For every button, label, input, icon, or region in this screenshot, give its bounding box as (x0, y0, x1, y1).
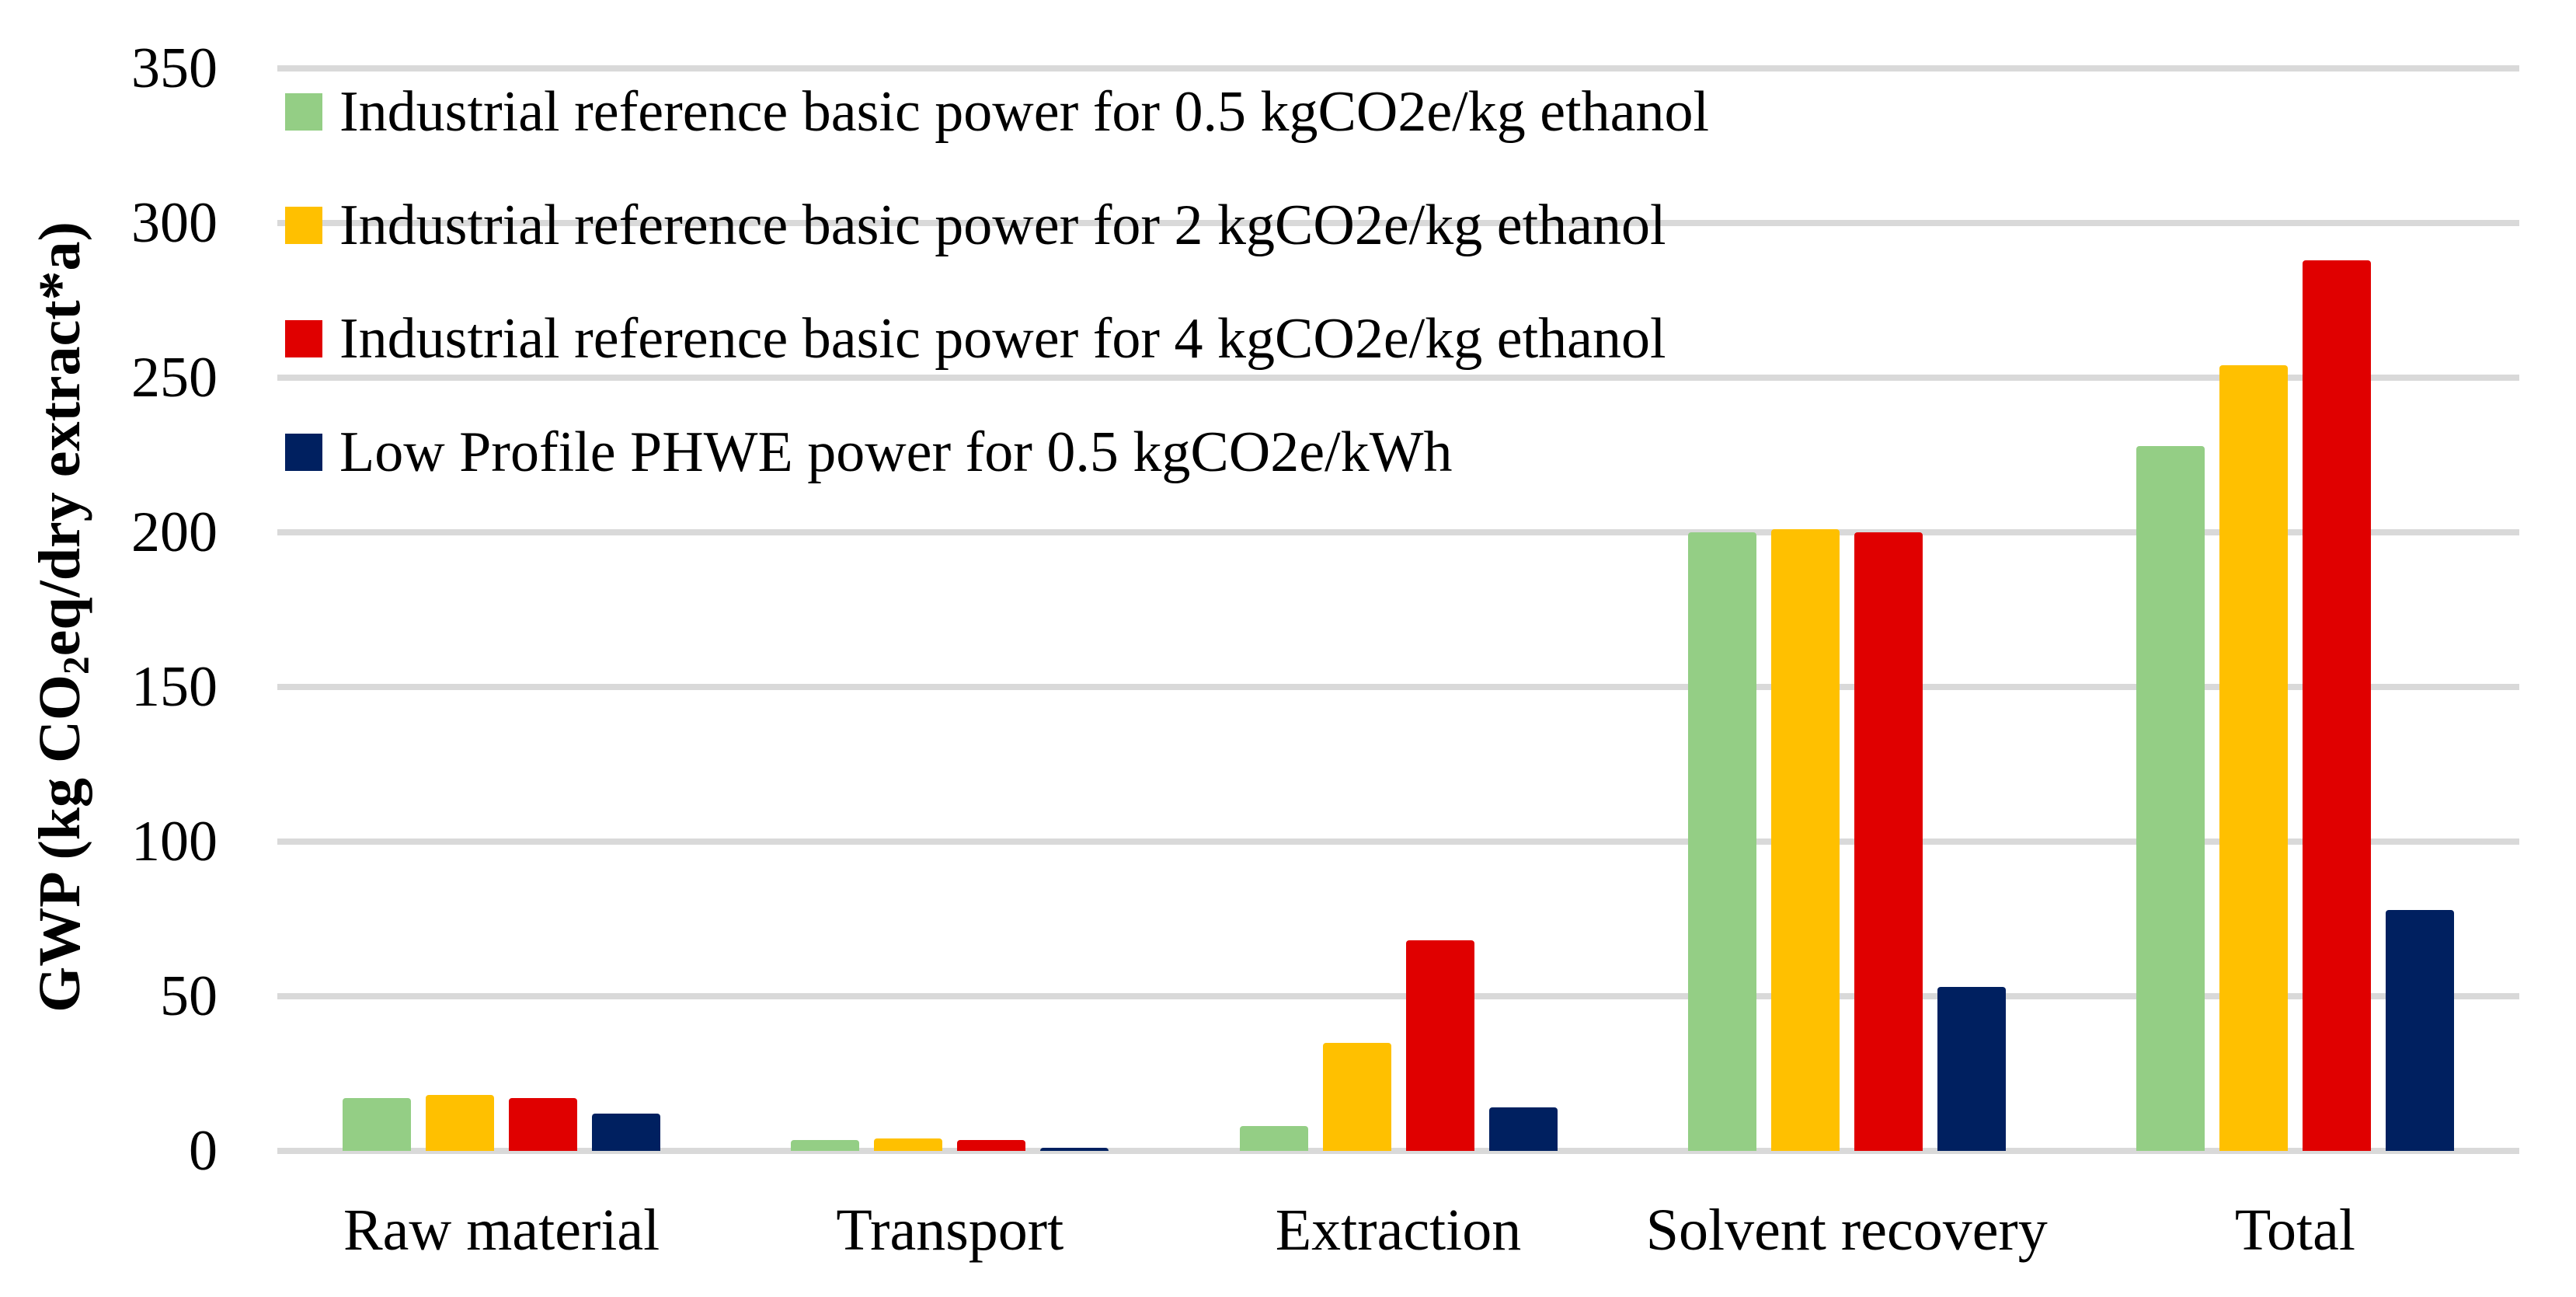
bar-series-2-raw-material (426, 1095, 495, 1151)
x-label-extraction: Extraction (1275, 1198, 1522, 1263)
bar-series-3-extraction (1405, 940, 1474, 1151)
bar-group-raw-material (277, 68, 726, 1151)
bar-series-4-transport (1040, 1148, 1109, 1151)
legend-swatch-icon (285, 320, 322, 357)
bar-series-1-total (2136, 445, 2205, 1151)
gridline-150 (277, 684, 2519, 690)
x-label-raw-material: Raw material (343, 1198, 660, 1263)
bar-series-3-total (2302, 260, 2371, 1151)
y-tick-label-300: 300 (131, 191, 218, 255)
bar-series-4-total (2385, 909, 2454, 1151)
bar-series-2-extraction (1322, 1042, 1391, 1151)
gridline-350 (277, 65, 2519, 71)
legend-row-4: Low Profile PHWE power for 0.5 kgCO2e/kW… (285, 396, 1709, 509)
bar-series-2-total (2219, 365, 2288, 1151)
bar-group-solvent-recovery (1623, 68, 2071, 1151)
legend: Industrial reference basic power for 0.5… (285, 55, 1709, 509)
gridline-0 (277, 1148, 2519, 1154)
y-tick-label-0: 0 (189, 1119, 218, 1183)
x-axis-labels: Raw material Transport Extraction Solvent r… (277, 1187, 2519, 1273)
y-axis-ticks: 0 50 100 150 200 250 300 350 (0, 40, 218, 1180)
bar-series-4-solvent-recovery (1937, 987, 2006, 1151)
bar-series-2-solvent-recovery (1770, 529, 1840, 1151)
y-tick-label-250: 250 (131, 346, 218, 410)
legend-row-1: Industrial reference basic power for 0.5… (285, 55, 1709, 169)
x-label-solvent-recovery: Solvent recovery (1645, 1198, 2048, 1263)
bar-series-3-transport (957, 1140, 1026, 1151)
legend-row-3: Industrial reference basic power for 4 k… (285, 282, 1709, 396)
plot-area (277, 65, 2519, 1154)
legend-swatch-icon (285, 207, 322, 244)
x-label-total: Total (2234, 1198, 2355, 1263)
legend-label-2: Industrial reference basic power for 2 k… (339, 193, 1666, 257)
bar-series-4-extraction (1488, 1107, 1558, 1151)
gridline-100 (277, 839, 2519, 845)
legend-label-1: Industrial reference basic power for 0.5… (339, 79, 1710, 144)
y-tick-label-150: 150 (131, 655, 218, 719)
legend-row-2: Industrial reference basic power for 2 k… (285, 169, 1709, 282)
bar-group-transport (726, 68, 1174, 1151)
bar-series-1-solvent-recovery (1687, 532, 1756, 1151)
bar-group-total (2071, 68, 2519, 1151)
legend-label-3: Industrial reference basic power for 4 k… (339, 306, 1666, 371)
x-label-transport: Transport (836, 1198, 1064, 1263)
bar-series-1-transport (791, 1140, 860, 1151)
y-tick-label-200: 200 (131, 500, 218, 564)
y-tick-label-50: 50 (160, 964, 218, 1028)
bar-group-extraction (1174, 68, 1622, 1151)
legend-swatch-icon (285, 434, 322, 471)
bar-series-1-extraction (1239, 1126, 1308, 1151)
bar-groups (277, 68, 2519, 1151)
bar-series-4-raw-material (592, 1114, 661, 1151)
bar-series-3-raw-material (509, 1098, 578, 1151)
gridline-50 (277, 993, 2519, 999)
bar-series-1-raw-material (343, 1098, 412, 1151)
y-tick-label-100: 100 (131, 810, 218, 873)
gridline-300 (277, 220, 2519, 226)
legend-label-4: Low Profile PHWE power for 0.5 kgCO2e/kW… (339, 420, 1453, 484)
gridline-250 (277, 375, 2519, 381)
bar-series-3-solvent-recovery (1854, 532, 1923, 1151)
bar-series-2-transport (874, 1138, 943, 1151)
gridline-200 (277, 529, 2519, 535)
legend-swatch-icon (285, 93, 322, 131)
y-tick-label-350: 350 (131, 37, 218, 100)
